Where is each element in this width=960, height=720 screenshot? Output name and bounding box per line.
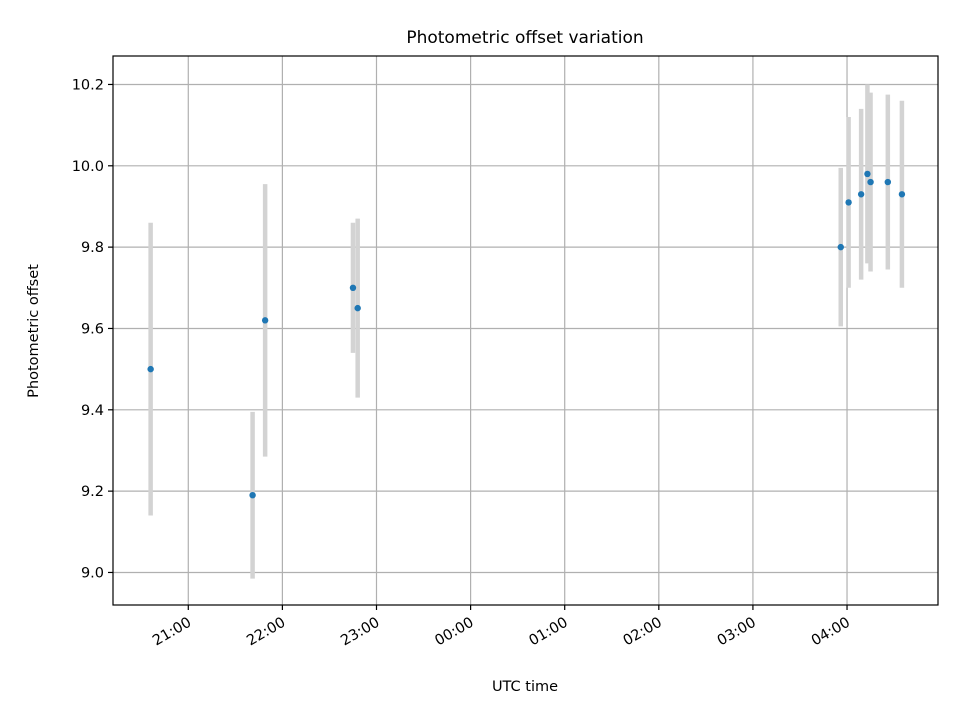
x-tick-label: 22:00 — [244, 615, 288, 650]
data-point — [864, 170, 871, 178]
data-point — [898, 191, 906, 198]
x-tick-label: 00:00 — [432, 615, 476, 650]
chart-title: Photometric offset variation — [406, 28, 643, 48]
x-tick-label: 04:00 — [809, 615, 853, 650]
error-bars — [148, 84, 905, 579]
y-tick-label: 9.0 — [81, 565, 104, 581]
y-tick-label: 10.0 — [72, 159, 104, 175]
data-point — [261, 317, 269, 324]
y-tick-label: 9.6 — [81, 321, 104, 337]
data-point — [857, 191, 865, 198]
x-tick-label: 21:00 — [150, 615, 194, 650]
plot-frame — [112, 55, 939, 606]
data-point — [867, 178, 874, 186]
data-point — [249, 492, 256, 499]
data-point — [884, 178, 892, 186]
x-axis-label: UTC time — [492, 679, 558, 695]
grid — [113, 56, 938, 605]
x-tick-label: 03:00 — [715, 615, 759, 650]
data-point — [147, 365, 154, 373]
x-tick-label: 01:00 — [527, 615, 571, 650]
data-points — [147, 170, 906, 499]
y-tick-label: 9.4 — [81, 403, 104, 419]
y-axis-label: Photometric offset — [26, 264, 42, 398]
ticks: 21:00 22:00 23:00 00:00 01:00 02:00 03:00 04:00… — [72, 77, 853, 649]
data-point — [349, 284, 357, 291]
x-tick-label: 23:00 — [338, 615, 382, 650]
y-tick-label: 10.2 — [72, 77, 104, 93]
data-point — [837, 243, 844, 251]
y-tick-label: 9.8 — [81, 240, 104, 256]
data-point — [354, 304, 361, 312]
data-point — [845, 199, 852, 206]
x-tick-label: 02:00 — [621, 615, 665, 650]
y-tick-label: 9.2 — [81, 484, 104, 500]
